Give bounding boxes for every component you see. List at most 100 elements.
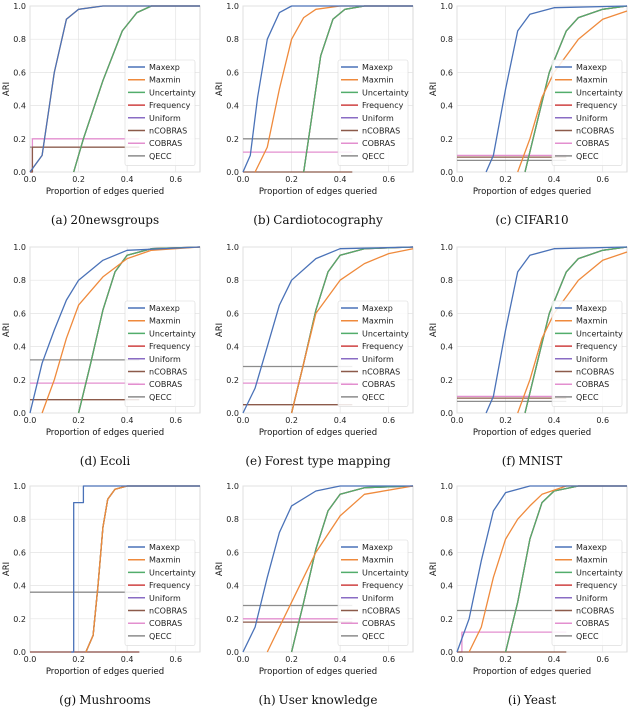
x-tick-label: 0.6 bbox=[382, 175, 395, 184]
series-line-maxmin bbox=[468, 485, 627, 653]
legend-label: Maxmin bbox=[149, 76, 181, 85]
chart-svg: 0.0 0.2 0.4 0.6 0.8 1.0 0.0 0.2 0.4 0.6 Proportion… bbox=[429, 243, 628, 438]
x-tick-label: 0.2 bbox=[285, 416, 298, 425]
legend-label: QECC bbox=[362, 393, 385, 402]
series-line-uncertainty bbox=[524, 246, 628, 414]
y-tick-label: 0.0 bbox=[13, 409, 26, 418]
x-tick-label: 0.0 bbox=[451, 655, 464, 664]
legend-label: Maxexp bbox=[576, 63, 607, 72]
y-tick-label: 0.2 bbox=[13, 135, 26, 144]
chart-svg: 0.0 0.2 0.4 0.6 0.8 1.0 0.0 0.2 0.4 0.6 Proportion… bbox=[215, 2, 414, 197]
series-line-maxexp bbox=[485, 246, 628, 414]
y-tick-label: 0.4 bbox=[226, 343, 239, 352]
caption-title: Ecoli bbox=[99, 454, 131, 468]
x-tick-label: 0.4 bbox=[334, 655, 347, 664]
chart-svg: 0.0 0.2 0.4 0.6 0.8 1.0 0.0 0.2 0.4 0.6 Proportion… bbox=[2, 243, 201, 438]
legend-label: Uniform bbox=[576, 114, 608, 123]
legend-label: COBRAS bbox=[362, 139, 395, 148]
legend-label: Maxexp bbox=[576, 304, 607, 313]
series-line-maxexp bbox=[242, 485, 413, 653]
x-tick-label: 0.2 bbox=[499, 655, 512, 664]
x-axis-label: Proportion of edges queried bbox=[259, 428, 377, 438]
y-tick-label: 1.0 bbox=[440, 2, 453, 11]
legend-label: Maxmin bbox=[576, 76, 608, 85]
chart-panel-4: 0.0 0.2 0.4 0.6 0.8 1.0 0.0 0.2 0.4 0.6 Proportion… bbox=[213, 241, 426, 476]
chart-panel-3: 0.0 0.2 0.4 0.6 0.8 1.0 0.0 0.2 0.4 0.6 Proportion… bbox=[0, 241, 213, 476]
y-tick-label: 0.2 bbox=[440, 135, 453, 144]
legend-label: nCOBRAS bbox=[362, 127, 400, 136]
legend-label: QECC bbox=[362, 632, 385, 641]
x-axis-label: Proportion of edges queried bbox=[46, 667, 164, 677]
legend: Maxexp Maxmin Uncertainty Frequency Uniform n… bbox=[124, 59, 196, 166]
legend: Maxexp Maxmin Uncertainty Frequency Uniform n… bbox=[124, 300, 196, 407]
chart-panel-7: 0.0 0.2 0.4 0.6 0.8 1.0 0.0 0.2 0.4 0.6 Proportion… bbox=[213, 480, 426, 715]
y-tick-label: 0.8 bbox=[440, 35, 453, 44]
y-axis-label: ARI bbox=[429, 562, 439, 576]
y-tick-label: 0.4 bbox=[440, 102, 453, 111]
y-axis-label: ARI bbox=[215, 82, 225, 96]
panel-caption: (h) User knowledge bbox=[213, 693, 426, 707]
y-tick-label: 0.0 bbox=[226, 168, 239, 177]
y-tick-label: 0.4 bbox=[226, 582, 239, 591]
legend-label: Frequency bbox=[362, 342, 404, 351]
y-tick-label: 1.0 bbox=[226, 243, 239, 252]
panel-caption: (e) Forest type mapping bbox=[213, 454, 426, 468]
legend-label: Maxmin bbox=[149, 317, 181, 326]
legend-label: Uncertainty bbox=[362, 329, 409, 338]
x-tick-label: 0.4 bbox=[121, 655, 134, 664]
chart-svg: 0.0 0.2 0.4 0.6 0.8 1.0 0.0 0.2 0.4 0.6 Proportion… bbox=[429, 482, 628, 677]
legend-label: COBRAS bbox=[362, 380, 395, 389]
x-axis-label: Proportion of edges queried bbox=[473, 187, 591, 197]
y-tick-label: 0.8 bbox=[13, 515, 26, 524]
y-tick-label: 0.0 bbox=[13, 648, 26, 657]
series-group bbox=[242, 485, 414, 653]
chart-panel-6: 0.0 0.2 0.4 0.6 0.8 1.0 0.0 0.2 0.4 0.6 Proportion… bbox=[0, 480, 213, 715]
y-tick-label: 0.6 bbox=[13, 309, 26, 318]
legend-label: Uniform bbox=[149, 594, 181, 603]
chart-panel-5: 0.0 0.2 0.4 0.6 0.8 1.0 0.0 0.2 0.4 0.6 Proportion… bbox=[427, 241, 640, 476]
legend-label: Maxmin bbox=[149, 556, 181, 565]
x-tick-label: 0.6 bbox=[596, 416, 609, 425]
y-tick-label: 0.2 bbox=[226, 135, 239, 144]
legend-label: COBRAS bbox=[576, 139, 609, 148]
caption-title: Mushrooms bbox=[79, 693, 151, 707]
chart-panel-2: 0.0 0.2 0.4 0.6 0.8 1.0 0.0 0.2 0.4 0.6 Proportion… bbox=[427, 0, 640, 235]
legend-label: Uncertainty bbox=[576, 568, 623, 577]
y-tick-label: 1.0 bbox=[226, 482, 239, 491]
y-tick-label: 0.2 bbox=[13, 615, 26, 624]
panel-caption: (f) MNIST bbox=[427, 454, 640, 468]
legend-label: Maxexp bbox=[362, 304, 393, 313]
legend-label: Uniform bbox=[576, 355, 608, 364]
y-tick-label: 0.8 bbox=[226, 35, 239, 44]
legend-box bbox=[551, 59, 623, 166]
y-tick-label: 0.6 bbox=[226, 548, 239, 557]
panel-caption: (g) Mushrooms bbox=[0, 693, 213, 707]
legend-label: QECC bbox=[362, 152, 385, 161]
legend-label: Uncertainty bbox=[149, 329, 196, 338]
legend-box bbox=[124, 539, 196, 646]
y-tick-label: 0.2 bbox=[13, 376, 26, 385]
x-tick-label: 0.4 bbox=[548, 655, 561, 664]
panel-caption: (a) 20newsgroups bbox=[0, 213, 213, 227]
caption-label: (g) bbox=[59, 693, 77, 707]
x-tick-label: 0.6 bbox=[169, 655, 182, 664]
legend-label: Maxexp bbox=[149, 63, 180, 72]
y-axis-label: ARI bbox=[215, 562, 225, 576]
y-tick-label: 0.4 bbox=[440, 343, 453, 352]
y-tick-label: 0.2 bbox=[440, 615, 453, 624]
legend-label: Maxexp bbox=[149, 543, 180, 552]
x-tick-label: 0.6 bbox=[169, 416, 182, 425]
panel-caption: (i) Yeast bbox=[427, 693, 640, 707]
chart-svg: 0.0 0.2 0.4 0.6 0.8 1.0 0.0 0.2 0.4 0.6 Proportion… bbox=[215, 243, 414, 438]
series-group bbox=[242, 5, 413, 173]
series-line-maxexp bbox=[71, 485, 200, 653]
legend-label: Frequency bbox=[362, 101, 404, 110]
panel-caption: (d) Ecoli bbox=[0, 454, 213, 468]
legend-label: Uniform bbox=[362, 594, 394, 603]
y-tick-label: 0.8 bbox=[13, 35, 26, 44]
legend-label: Maxexp bbox=[362, 543, 393, 552]
y-axis-label: ARI bbox=[215, 323, 225, 337]
y-tick-label: 0.4 bbox=[226, 102, 239, 111]
y-tick-label: 0.0 bbox=[440, 409, 453, 418]
